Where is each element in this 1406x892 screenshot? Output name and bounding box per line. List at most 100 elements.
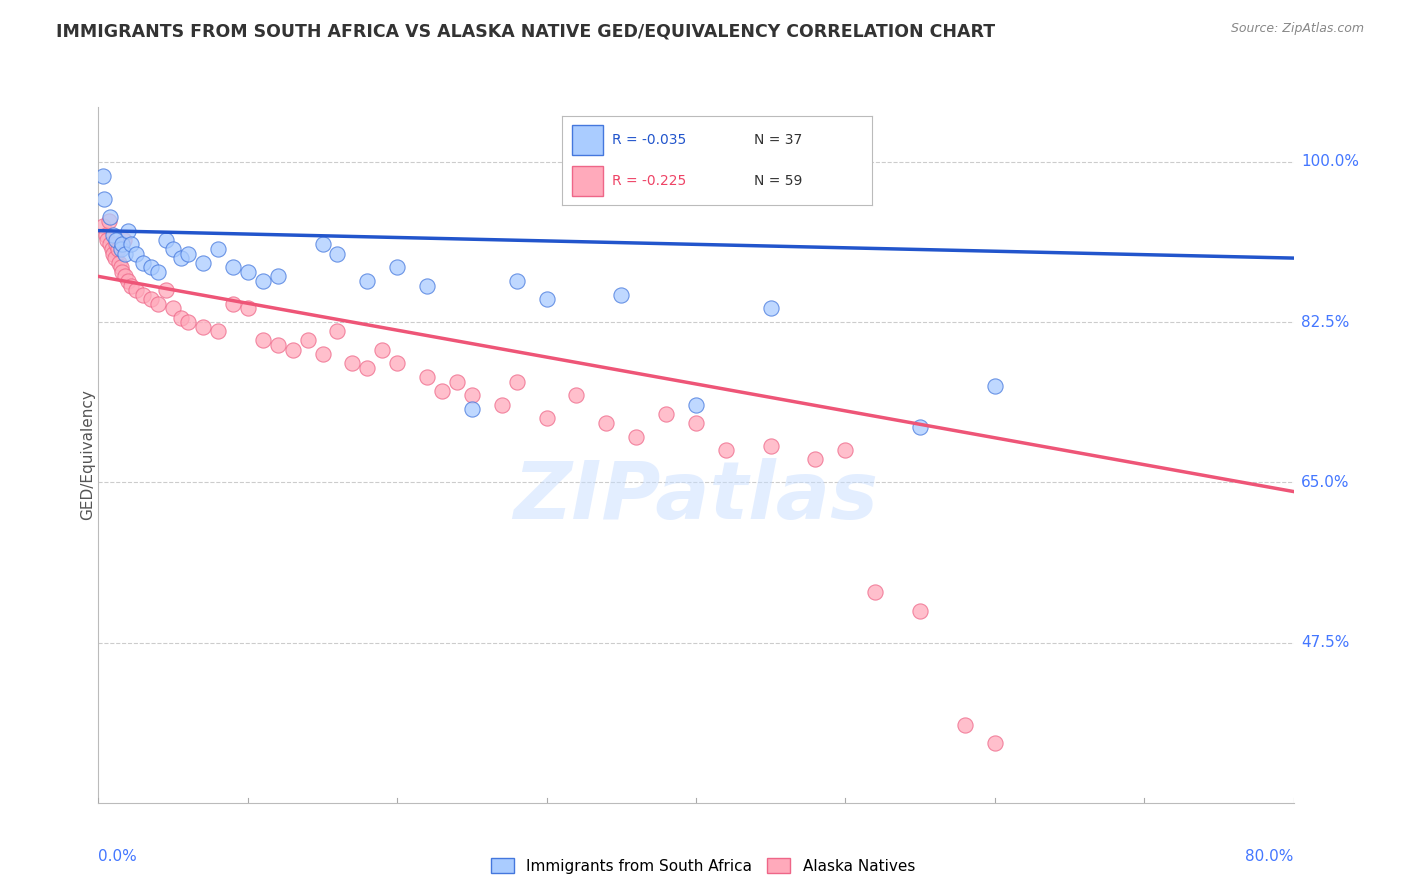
- Point: [132, 255, 155, 269]
- Point: [536, 411, 558, 425]
- Point: [94, 228, 117, 243]
- Point: [983, 736, 1005, 750]
- Point: [105, 233, 128, 247]
- Point: [491, 398, 513, 412]
- Point: [326, 324, 349, 338]
- Point: [759, 439, 782, 453]
- Text: N = 37: N = 37: [754, 133, 803, 147]
- Point: [655, 407, 678, 421]
- Point: [953, 718, 976, 732]
- Point: [342, 356, 364, 370]
- Point: [385, 356, 409, 370]
- Point: [91, 169, 114, 183]
- Point: [356, 274, 378, 288]
- Point: [155, 233, 177, 247]
- Text: 80.0%: 80.0%: [1246, 848, 1294, 863]
- Text: IMMIGRANTS FROM SOUTH AFRICA VS ALASKA NATIVE GED/EQUIVALENCY CORRELATION CHART: IMMIGRANTS FROM SOUTH AFRICA VS ALASKA N…: [56, 22, 995, 40]
- Bar: [572, 166, 603, 196]
- Point: [685, 398, 707, 412]
- Point: [595, 416, 617, 430]
- Point: [311, 237, 333, 252]
- Point: [461, 388, 484, 402]
- Point: [162, 242, 184, 256]
- Point: [104, 251, 127, 265]
- Point: [132, 287, 155, 301]
- Text: N = 59: N = 59: [754, 174, 803, 188]
- Point: [111, 237, 134, 252]
- Point: [804, 452, 827, 467]
- Point: [908, 603, 931, 617]
- Point: [834, 443, 856, 458]
- Point: [105, 237, 128, 252]
- Point: [281, 343, 304, 357]
- Point: [93, 192, 115, 206]
- Point: [98, 210, 122, 224]
- Point: [416, 278, 439, 293]
- Point: [148, 265, 170, 279]
- Point: [610, 287, 633, 301]
- Point: [297, 334, 319, 348]
- Point: [430, 384, 453, 398]
- Point: [148, 297, 170, 311]
- Text: 65.0%: 65.0%: [1301, 475, 1350, 490]
- Point: [114, 269, 136, 284]
- Point: [207, 324, 229, 338]
- Point: [110, 260, 132, 275]
- Point: [139, 260, 162, 275]
- Legend: Immigrants from South Africa, Alaska Natives: Immigrants from South Africa, Alaska Nat…: [485, 852, 921, 880]
- Point: [107, 242, 129, 256]
- Text: R = -0.225: R = -0.225: [612, 174, 686, 188]
- Point: [101, 242, 124, 256]
- Point: [91, 219, 114, 233]
- Point: [252, 334, 274, 348]
- Point: [110, 242, 132, 256]
- Point: [177, 315, 200, 329]
- Point: [446, 375, 468, 389]
- Point: [863, 585, 886, 599]
- Text: R = -0.035: R = -0.035: [612, 133, 686, 147]
- Point: [169, 310, 191, 325]
- Point: [112, 233, 135, 247]
- Point: [759, 301, 782, 316]
- Point: [536, 293, 558, 307]
- Point: [139, 293, 162, 307]
- Point: [714, 443, 737, 458]
- Point: [267, 338, 290, 352]
- Point: [177, 246, 200, 260]
- Point: [565, 388, 588, 402]
- Point: [117, 274, 139, 288]
- Point: [96, 233, 118, 247]
- Point: [108, 255, 131, 269]
- Point: [371, 343, 394, 357]
- Point: [385, 260, 409, 275]
- Point: [983, 379, 1005, 393]
- Point: [125, 283, 148, 297]
- Point: [222, 297, 245, 311]
- Text: 82.5%: 82.5%: [1301, 315, 1350, 330]
- Point: [267, 269, 290, 284]
- Point: [155, 283, 177, 297]
- Point: [120, 278, 142, 293]
- Point: [191, 255, 214, 269]
- Point: [222, 260, 245, 275]
- Point: [191, 319, 214, 334]
- Point: [506, 375, 529, 389]
- Text: ZIPatlas: ZIPatlas: [513, 458, 879, 536]
- Bar: [572, 125, 603, 155]
- Point: [356, 361, 378, 376]
- Point: [236, 265, 259, 279]
- Point: [685, 416, 707, 430]
- Text: 100.0%: 100.0%: [1301, 154, 1360, 169]
- Point: [98, 237, 122, 252]
- Point: [117, 224, 139, 238]
- Point: [125, 246, 148, 260]
- Point: [114, 246, 136, 260]
- Point: [97, 214, 120, 228]
- Point: [311, 347, 333, 361]
- Point: [169, 251, 191, 265]
- Point: [461, 402, 484, 417]
- Y-axis label: GED/Equivalency: GED/Equivalency: [80, 390, 94, 520]
- Point: [207, 242, 229, 256]
- Point: [624, 429, 647, 443]
- Point: [326, 246, 349, 260]
